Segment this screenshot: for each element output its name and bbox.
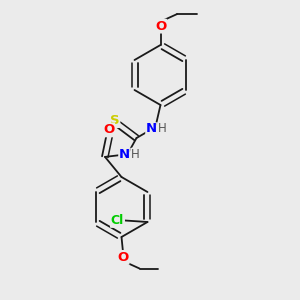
Text: O: O [103, 123, 114, 136]
Text: H: H [158, 122, 166, 136]
Text: N: N [146, 122, 157, 136]
Text: O: O [117, 251, 129, 264]
Text: O: O [155, 20, 166, 33]
Text: N: N [118, 148, 130, 161]
Text: Cl: Cl [111, 214, 124, 227]
Text: H: H [130, 148, 139, 161]
Text: S: S [110, 114, 119, 127]
